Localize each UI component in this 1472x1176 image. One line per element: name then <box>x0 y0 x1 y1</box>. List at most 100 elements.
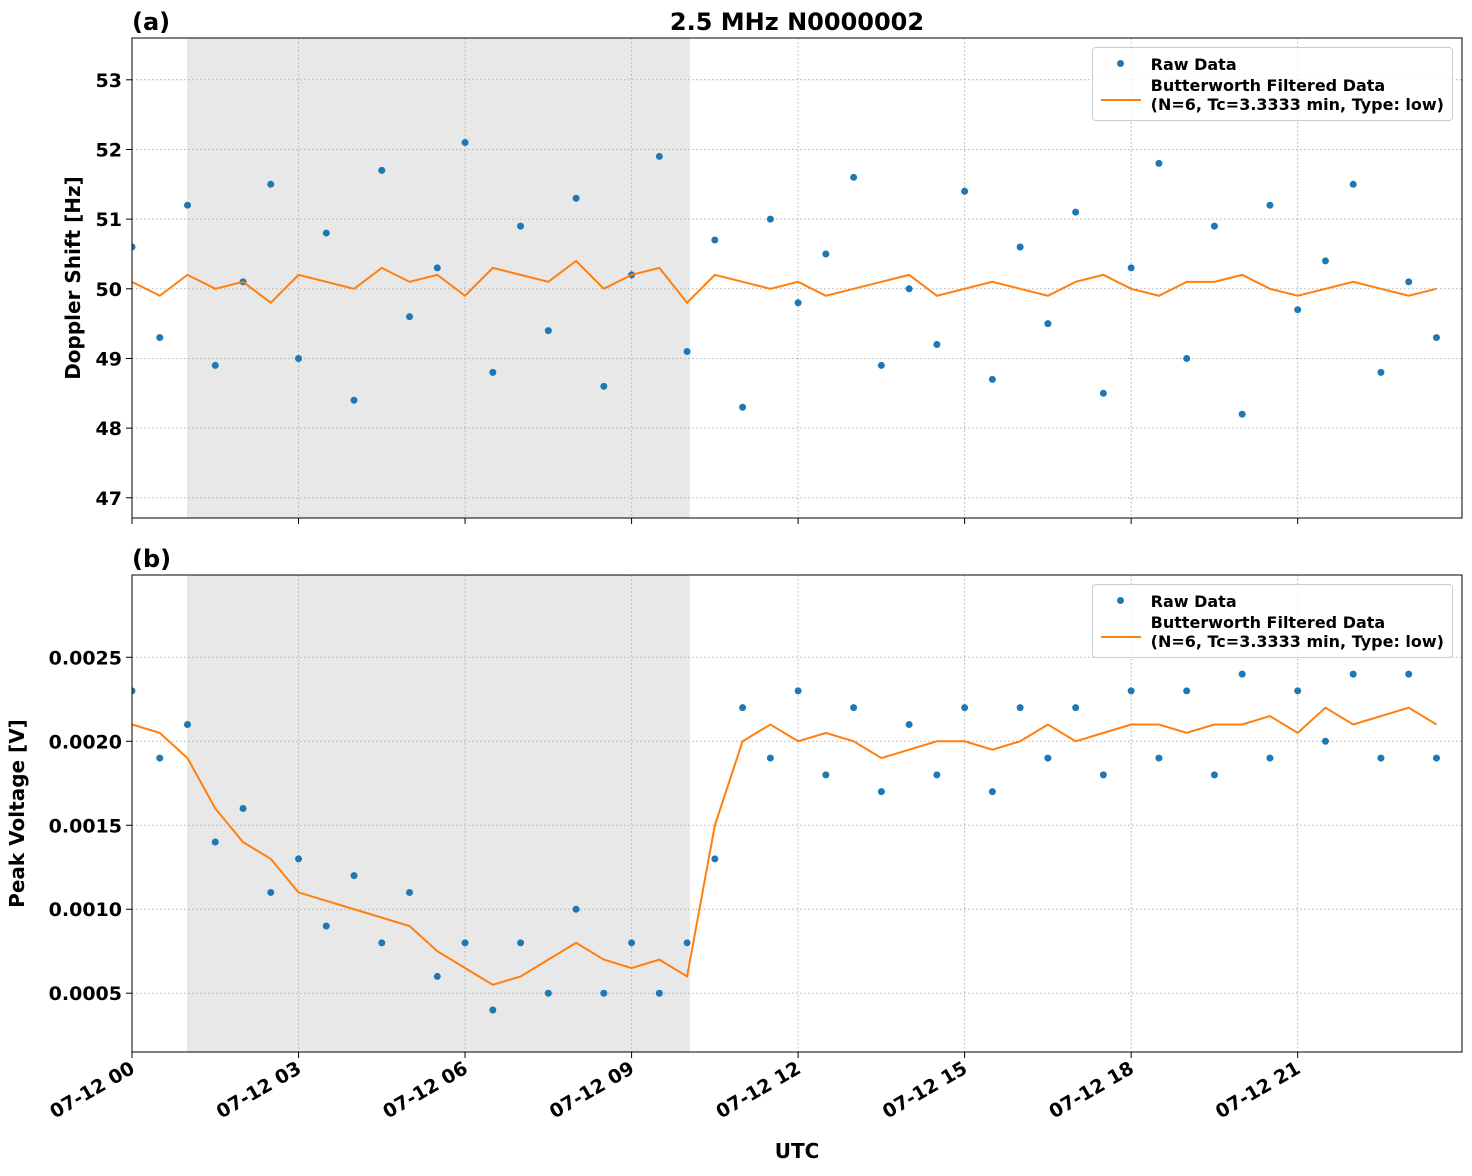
raw-point <box>877 361 885 369</box>
raw-point <box>822 771 830 779</box>
raw-point <box>794 299 802 307</box>
raw-point <box>1294 687 1302 695</box>
plot-area <box>132 670 1440 1014</box>
legend-key <box>1100 626 1141 638</box>
raw-point <box>1127 264 1135 272</box>
plot-area <box>132 138 1440 418</box>
raw-point <box>211 361 219 369</box>
raw-point <box>600 989 608 997</box>
raw-point <box>850 704 858 712</box>
filtered-line <box>132 259 1437 305</box>
raw-point <box>794 687 802 695</box>
y-tick-label: 48 <box>96 418 122 440</box>
raw-point <box>322 229 330 237</box>
raw-point <box>1349 670 1357 678</box>
raw-point <box>1072 208 1080 216</box>
raw-point <box>683 347 691 355</box>
raw-point <box>1432 754 1440 762</box>
y-tick-label: 47 <box>96 488 122 510</box>
raw-point <box>406 888 414 896</box>
legend-entry: Butterworth Filtered Data (N=6, Tc=3.333… <box>1100 76 1444 114</box>
raw-point <box>905 285 913 293</box>
y-tick-label: 53 <box>96 70 122 92</box>
raw-point <box>1099 389 1107 397</box>
raw-point <box>711 236 719 244</box>
raw-point <box>1183 687 1191 695</box>
raw-point <box>489 368 497 376</box>
raw-point <box>766 754 774 762</box>
raw-point <box>267 180 275 188</box>
chart-title: 2.5 MHz N0000002 <box>670 8 924 36</box>
raw-point <box>1155 754 1163 762</box>
raw-point <box>156 334 164 342</box>
raw-point <box>822 250 830 258</box>
x-tick-label: 07-12 18 <box>1045 1057 1137 1123</box>
axes-frame <box>131 574 1463 1053</box>
raw-point <box>1210 222 1218 230</box>
raw-point <box>988 788 996 796</box>
y-tick-label: 49 <box>96 348 122 370</box>
raw-point <box>295 354 303 362</box>
raw-point <box>1238 670 1246 678</box>
y-tick-label: 0.0020 <box>49 731 122 753</box>
y-axis-label: Doppler Shift [Hz] <box>61 176 85 380</box>
raw-point <box>711 855 719 863</box>
y-tick-label: 0.0015 <box>49 815 122 837</box>
y-tick-label: 51 <box>96 209 122 231</box>
raw-point <box>378 166 386 174</box>
x-tick-label: 07-12 00 <box>46 1057 138 1123</box>
raw-point <box>1294 306 1302 314</box>
raw-point <box>1044 320 1052 328</box>
legend-entry: Raw Data <box>1101 591 1444 611</box>
raw-point <box>517 222 525 230</box>
legend-entry: Raw Data <box>1101 54 1444 74</box>
raw-point <box>1405 670 1413 678</box>
raw-point <box>1127 687 1135 695</box>
x-tick-label: 07-12 03 <box>213 1057 305 1123</box>
raw-point <box>572 194 580 202</box>
raw-point <box>1377 754 1385 762</box>
raw-point <box>350 872 358 880</box>
raw-point <box>132 687 136 695</box>
legend: Raw Data Butterworth Filtered Data (N=6, … <box>1091 47 1453 121</box>
raw-point <box>461 939 469 947</box>
raw-point <box>544 327 552 335</box>
y-tick-label: 0.0005 <box>49 983 122 1005</box>
raw-point <box>350 396 358 404</box>
raw-point <box>655 989 663 997</box>
raw-point <box>184 201 192 209</box>
raw-point <box>1155 159 1163 167</box>
raw-point <box>132 243 136 251</box>
y-tick-label: 0.0010 <box>49 899 122 921</box>
axes-frame <box>131 37 1463 519</box>
y-tick-label: 52 <box>96 139 122 161</box>
raw-point <box>322 922 330 930</box>
raw-point <box>184 720 192 728</box>
raw-point <box>433 264 441 272</box>
raw-point <box>156 754 164 762</box>
raw-point <box>600 382 608 390</box>
raw-point <box>1183 354 1191 362</box>
raw-point <box>877 788 885 796</box>
raw-point <box>489 1006 497 1014</box>
raw-point <box>572 905 580 913</box>
raw-point <box>1349 180 1357 188</box>
raw-point <box>1016 243 1024 251</box>
raw-point <box>628 939 636 947</box>
raw-point <box>378 939 386 947</box>
panel-label: (b) <box>132 545 171 573</box>
raw-point <box>1238 410 1246 418</box>
legend: Raw Data Butterworth Filtered Data (N=6, … <box>1091 584 1453 658</box>
raw-point <box>933 341 941 349</box>
legend-label: Butterworth Filtered Data (N=6, Tc=3.333… <box>1150 613 1444 651</box>
shaded-span <box>186 38 690 518</box>
raw-point <box>850 173 858 181</box>
raw-point <box>517 939 525 947</box>
legend-key <box>1100 89 1141 101</box>
raw-point <box>1210 771 1218 779</box>
legend-key <box>1101 54 1141 74</box>
legend-label: Raw Data <box>1150 591 1237 611</box>
raw-point <box>1405 278 1413 286</box>
raw-point <box>1321 737 1329 745</box>
raw-point <box>988 375 996 383</box>
